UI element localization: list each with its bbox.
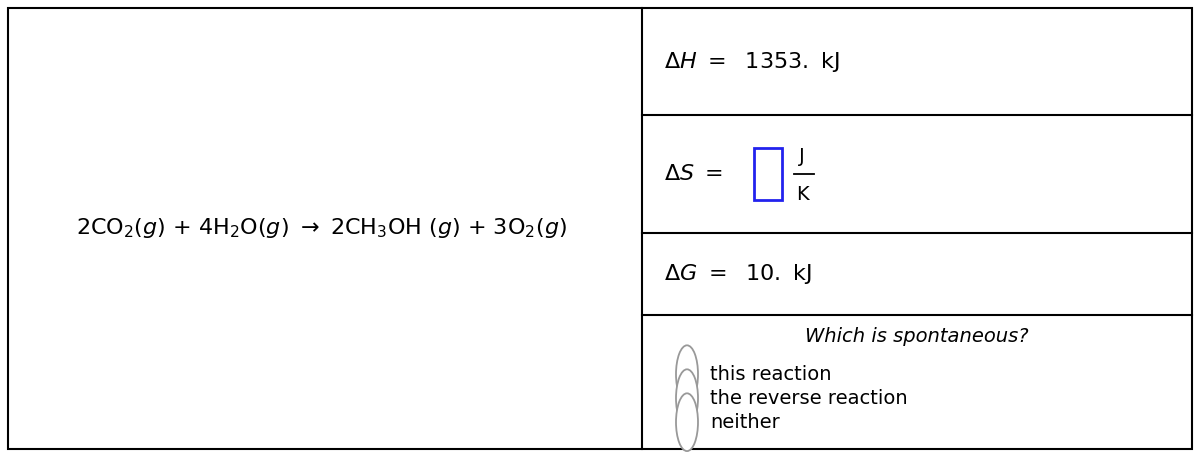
Text: neither: neither — [710, 413, 780, 432]
Text: $\Delta S\ =$: $\Delta S\ =$ — [664, 164, 724, 184]
Bar — [754, 148, 782, 200]
Text: $\Delta H\ =\ \ 1353.\ \mathrm{kJ}$: $\Delta H\ =\ \ 1353.\ \mathrm{kJ}$ — [664, 49, 840, 74]
Text: K: K — [796, 185, 809, 203]
Ellipse shape — [676, 369, 698, 427]
Ellipse shape — [676, 393, 698, 451]
Text: $\Delta G\ =\ \ 10.\ \mathrm{kJ}$: $\Delta G\ =\ \ 10.\ \mathrm{kJ}$ — [664, 262, 811, 286]
Text: 2CO$_2$($g$) + 4H$_2$O($g$) $\rightarrow$ 2CH$_3$OH ($g$) + 3O$_2$($g$): 2CO$_2$($g$) + 4H$_2$O($g$) $\rightarrow… — [76, 217, 566, 240]
Text: this reaction: this reaction — [710, 365, 832, 384]
Text: the reverse reaction: the reverse reaction — [710, 389, 907, 408]
Text: Which is spontaneous?: Which is spontaneous? — [805, 328, 1028, 346]
Text: J: J — [799, 147, 805, 165]
Ellipse shape — [676, 345, 698, 403]
